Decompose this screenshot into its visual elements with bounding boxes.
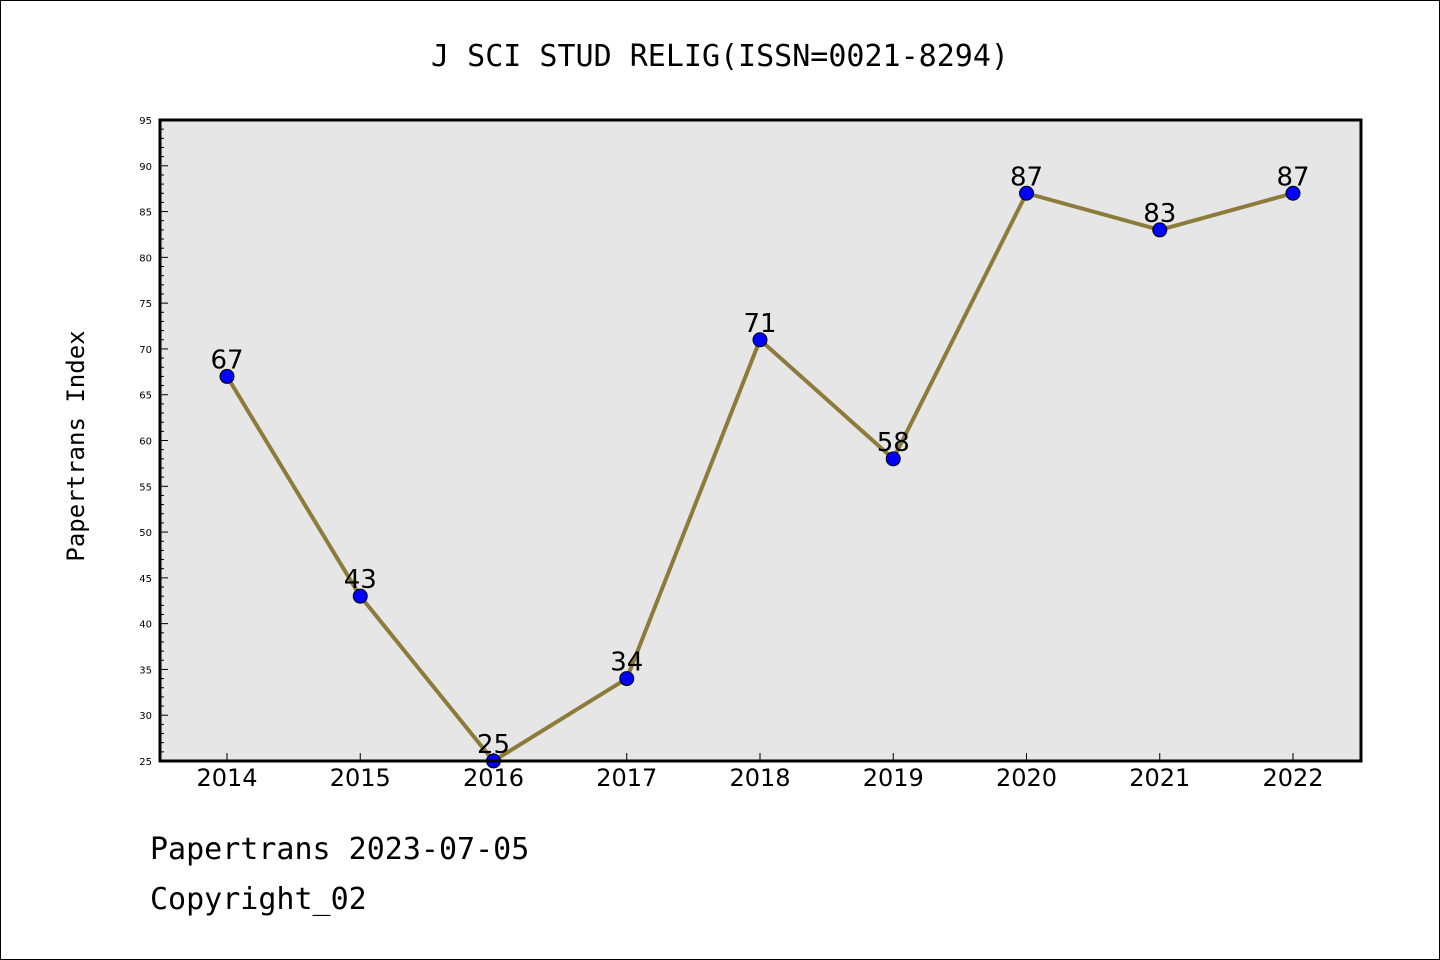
y-tick-label: 35 (139, 665, 152, 676)
y-tick-label: 55 (139, 482, 152, 493)
series-layer: 67 43 25 34 71 58 87 83 87 (210, 162, 1310, 769)
y-tick-label: 80 (139, 253, 152, 264)
footer-date: Papertrans 2023-07-05 (150, 832, 530, 867)
plot-area (160, 120, 1361, 761)
y-tick-label: 70 (139, 345, 152, 356)
data-label: 43 (344, 565, 377, 595)
y-tick-label: 50 (139, 528, 152, 539)
data-point (1152, 222, 1168, 238)
chart-title: J SCI STUD RELIG(ISSN=0021-8294) (431, 39, 1009, 74)
x-tick-label: 2020 (996, 764, 1057, 792)
y-axis-label: Papertrans Index (62, 330, 90, 561)
y-tick-label: 40 (139, 620, 152, 631)
y-axis: 25 30 35 40 45 50 55 60 65 70 75 80 85 90 95 (139, 116, 168, 768)
data-point (885, 451, 901, 467)
y-tick-label: 45 (139, 574, 152, 585)
data-point (752, 332, 768, 348)
plot-border (158, 118, 1363, 763)
data-label: 58 (877, 428, 910, 458)
y-tick-label: 30 (139, 711, 152, 722)
footer-copyright: Copyright_02 (150, 882, 367, 917)
y-tick-label: 25 (139, 757, 152, 768)
x-tick-label: 2017 (596, 764, 657, 792)
data-label: 25 (477, 730, 510, 760)
data-point (1019, 185, 1034, 201)
data-label: 83 (1143, 199, 1176, 229)
data-label: 87 (1010, 162, 1043, 192)
data-point (619, 671, 635, 687)
data-label: 71 (743, 309, 776, 339)
x-tick-label: 2014 (196, 764, 257, 792)
data-label: 67 (210, 345, 243, 375)
data-point (352, 588, 368, 604)
y-tick-label: 75 (139, 299, 152, 310)
x-tick-label: 2021 (1129, 764, 1190, 792)
x-tick-label: 2015 (330, 764, 391, 792)
y-tick-label: 90 (139, 162, 152, 173)
y-tick-label: 65 (139, 391, 152, 402)
y-tick-label: 85 (139, 208, 152, 219)
x-tick-label: 2022 (1262, 764, 1323, 792)
data-point (1285, 185, 1301, 201)
data-label: 87 (1276, 162, 1309, 192)
x-tick-label: 2018 (729, 764, 790, 792)
x-tick-label: 2019 (863, 764, 924, 792)
data-label: 34 (610, 648, 643, 678)
x-axis: 2014 2015 2016 2017 2018 2019 2020 2021 2022 (196, 753, 1324, 792)
data-point (219, 368, 235, 384)
y-tick-label: 60 (139, 437, 152, 448)
y-tick-label: 95 (139, 116, 152, 127)
x-tick-label: 2016 (463, 764, 524, 792)
